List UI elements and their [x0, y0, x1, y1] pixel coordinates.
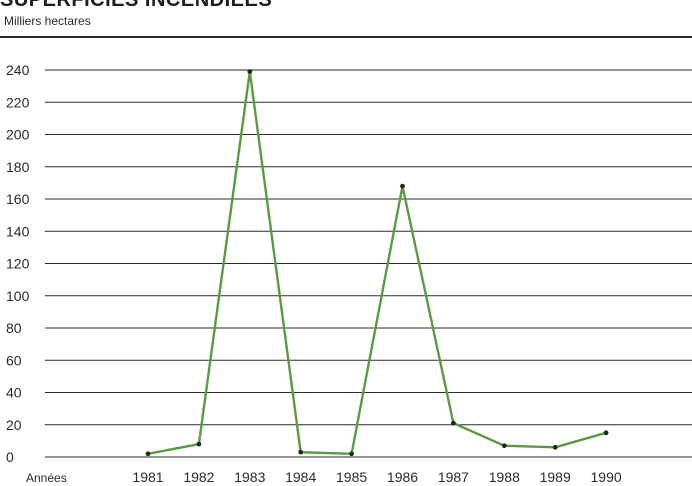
data-point-1987	[451, 420, 456, 426]
grid-lines	[45, 69, 692, 458]
x-tick-label-1982: 1982	[183, 469, 214, 485]
y-tick-label-140: 140	[6, 223, 30, 239]
y-tick-label-80: 80	[6, 320, 22, 336]
y-tick-label-100: 100	[6, 288, 30, 304]
y-tick-label-180: 180	[6, 159, 30, 175]
chart-title: SUPERFICIES INCENDIEES	[0, 0, 272, 11]
x-axis-label: Années	[26, 471, 67, 485]
series	[145, 69, 609, 457]
y-tick-label-0: 0	[6, 449, 14, 465]
y-tick-label-60: 60	[6, 352, 22, 368]
y-tick-label-200: 200	[6, 127, 30, 143]
x-tick-label-1984: 1984	[285, 469, 316, 485]
y-tick-label-240: 240	[6, 62, 30, 78]
data-point-1988	[501, 443, 507, 449]
x-tick-label-1990: 1990	[591, 469, 622, 485]
x-tick-label-1987: 1987	[438, 469, 469, 485]
x-tick-label-1985: 1985	[336, 469, 367, 485]
data-point-1986	[400, 183, 405, 189]
y-tick-label-160: 160	[6, 191, 30, 207]
x-tick-label-1981: 1981	[132, 469, 163, 485]
x-tick-label-1989: 1989	[540, 469, 571, 485]
y-tick-label-220: 220	[6, 94, 30, 110]
data-point-1990	[603, 430, 609, 436]
data-point-1984	[298, 449, 304, 455]
x-tick-label-1986: 1986	[387, 469, 418, 485]
data-point-1989	[552, 444, 558, 450]
y-tick-label-120: 120	[6, 256, 30, 272]
chart-subtitle: Milliers hectares	[4, 14, 91, 28]
data-point-1983	[247, 69, 253, 75]
x-tick-label-1988: 1988	[489, 469, 520, 485]
series-line-0	[147, 71, 607, 456]
y-tick-label-40: 40	[6, 385, 22, 401]
data-point-1981	[145, 451, 151, 457]
data-point-1982	[196, 441, 202, 447]
x-axis-ticks: 1981 1982 1983 1984 1985 1986 1987 1988 1989 1990	[132, 469, 621, 485]
x-tick-label-1983: 1983	[234, 469, 265, 485]
y-tick-label-20: 20	[6, 417, 22, 433]
data-point-1985	[349, 451, 354, 457]
